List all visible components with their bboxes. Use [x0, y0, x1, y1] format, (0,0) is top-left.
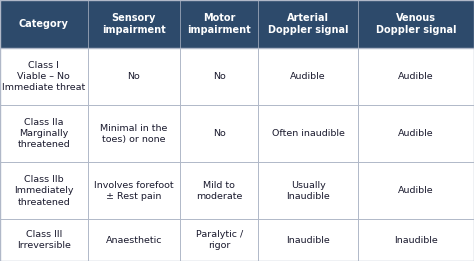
- Text: Inaudible: Inaudible: [286, 236, 330, 245]
- Text: No: No: [213, 72, 226, 81]
- Bar: [0, 162, 474, 220]
- Text: Paralytic /
rigor: Paralytic / rigor: [196, 230, 243, 250]
- Text: Usually
Inaudible: Usually Inaudible: [286, 181, 330, 201]
- Text: Motor
impairment: Motor impairment: [187, 13, 251, 35]
- Text: Class IIa
Marginally
threatened: Class IIa Marginally threatened: [18, 118, 70, 150]
- Text: Often inaudible: Often inaudible: [272, 129, 345, 138]
- Text: Audible: Audible: [398, 129, 434, 138]
- Bar: [0, 48, 474, 105]
- Text: Class I
Viable – No
Immediate threat: Class I Viable – No Immediate threat: [2, 61, 85, 92]
- Text: Audible: Audible: [398, 186, 434, 195]
- Text: Inaudible: Inaudible: [394, 236, 438, 245]
- Text: Sensory
impairment: Sensory impairment: [102, 13, 166, 35]
- Text: Class III
Irreversible: Class III Irreversible: [17, 230, 71, 250]
- Text: Audible: Audible: [398, 72, 434, 81]
- Text: Class IIb
Immediately
threatened: Class IIb Immediately threatened: [14, 175, 73, 206]
- Text: No: No: [213, 129, 226, 138]
- Text: No: No: [128, 72, 140, 81]
- Text: Minimal in the
toes) or none: Minimal in the toes) or none: [100, 124, 168, 144]
- Bar: [0, 220, 474, 261]
- Text: Arterial
Doppler signal: Arterial Doppler signal: [268, 13, 348, 35]
- Text: Involves forefoot
± Rest pain: Involves forefoot ± Rest pain: [94, 181, 173, 201]
- Text: Venous
Doppler signal: Venous Doppler signal: [376, 13, 456, 35]
- Text: Category: Category: [19, 19, 69, 29]
- Text: Mild to
moderate: Mild to moderate: [196, 181, 242, 201]
- Text: Anaesthetic: Anaesthetic: [106, 236, 162, 245]
- Bar: [0, 105, 474, 162]
- Bar: [0, 0, 474, 48]
- Text: Audible: Audible: [290, 72, 326, 81]
